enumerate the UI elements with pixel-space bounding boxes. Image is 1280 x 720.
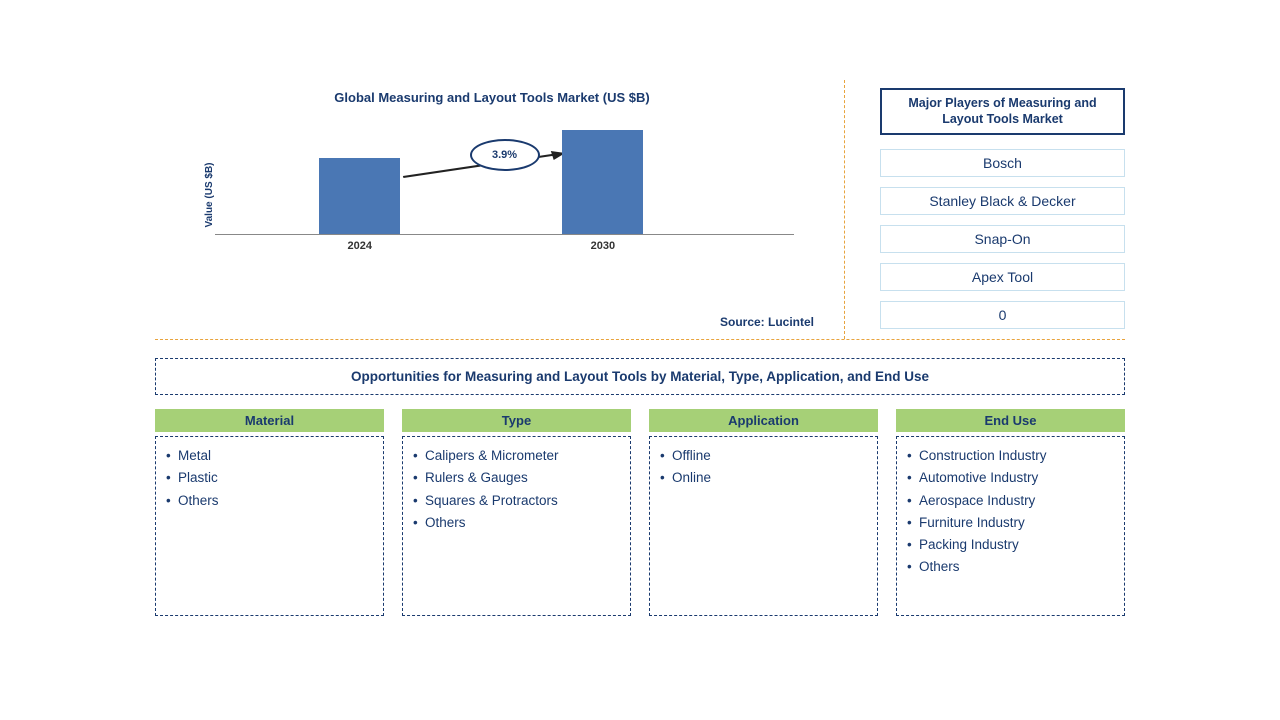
player-box: 0 (880, 301, 1125, 329)
player-box: Stanley Black & Decker (880, 187, 1125, 215)
chart-source: Source: Lucintel (720, 315, 814, 329)
growth-annotation: 3.9% (470, 139, 540, 171)
x-label-0: 2024 (348, 240, 372, 252)
category-item: Offline (660, 445, 867, 467)
players-list: Bosch Stanley Black & Decker Snap-On Apex T… (880, 149, 1125, 329)
player-box: Snap-On (880, 225, 1125, 253)
category-item: Plastic (166, 467, 373, 489)
category-item: Others (413, 512, 620, 534)
players-title: Major Players of Measuring and Layout To… (880, 88, 1125, 135)
category-item: Calipers & Micrometer (413, 445, 620, 467)
category-item: Furniture Industry (907, 512, 1114, 534)
chart-title: Global Measuring and Layout Tools Market… (160, 90, 824, 105)
category-column: Material MetalPlasticOthers (155, 409, 384, 616)
categories-row: MaterialMetalPlasticOthersTypeCalipers &… (155, 409, 1125, 616)
category-column: Application OfflineOnline (649, 409, 878, 616)
chart-bar-2030 (562, 130, 643, 234)
category-item: Aerospace Industry (907, 490, 1114, 512)
growth-label: 3.9% (470, 139, 540, 171)
category-header: Application (649, 409, 878, 432)
category-item: Construction Industry (907, 445, 1114, 467)
category-header: End Use (896, 409, 1125, 432)
category-body: OfflineOnline (649, 436, 878, 616)
category-header: Type (402, 409, 631, 432)
category-header: Material (155, 409, 384, 432)
opportunities-header: Opportunities for Measuring and Layout T… (155, 358, 1125, 395)
category-item: Online (660, 467, 867, 489)
category-item: Squares & Protractors (413, 490, 620, 512)
chart-panel: Global Measuring and Layout Tools Market… (155, 80, 845, 339)
category-item: Packing Industry (907, 534, 1114, 556)
category-body: Calipers & MicrometerRulers & GaugesSqua… (402, 436, 631, 616)
category-column: End Use Construction IndustryAutomotive I… (896, 409, 1125, 616)
chart-plot: 3.9% (215, 125, 794, 235)
category-item: Others (907, 556, 1114, 578)
y-axis-label: Value (US $B) (204, 162, 215, 227)
category-item: Others (166, 490, 373, 512)
players-panel: Major Players of Measuring and Layout To… (845, 80, 1125, 339)
top-row: Global Measuring and Layout Tools Market… (155, 80, 1125, 340)
category-column: Type Calipers & MicrometerRulers & Gauges… (402, 409, 631, 616)
category-item: Automotive Industry (907, 467, 1114, 489)
x-label-1: 2030 (591, 240, 615, 252)
category-item: Rulers & Gauges (413, 467, 620, 489)
player-box: Bosch (880, 149, 1125, 177)
category-item: Metal (166, 445, 373, 467)
category-body: Construction IndustryAutomotive Industry… (896, 436, 1125, 616)
player-box: Apex Tool (880, 263, 1125, 291)
chart-body: Value (US $B) 3.9% 2024 2030 (215, 125, 794, 265)
category-body: MetalPlasticOthers (155, 436, 384, 616)
chart-bar-2024 (319, 158, 400, 234)
